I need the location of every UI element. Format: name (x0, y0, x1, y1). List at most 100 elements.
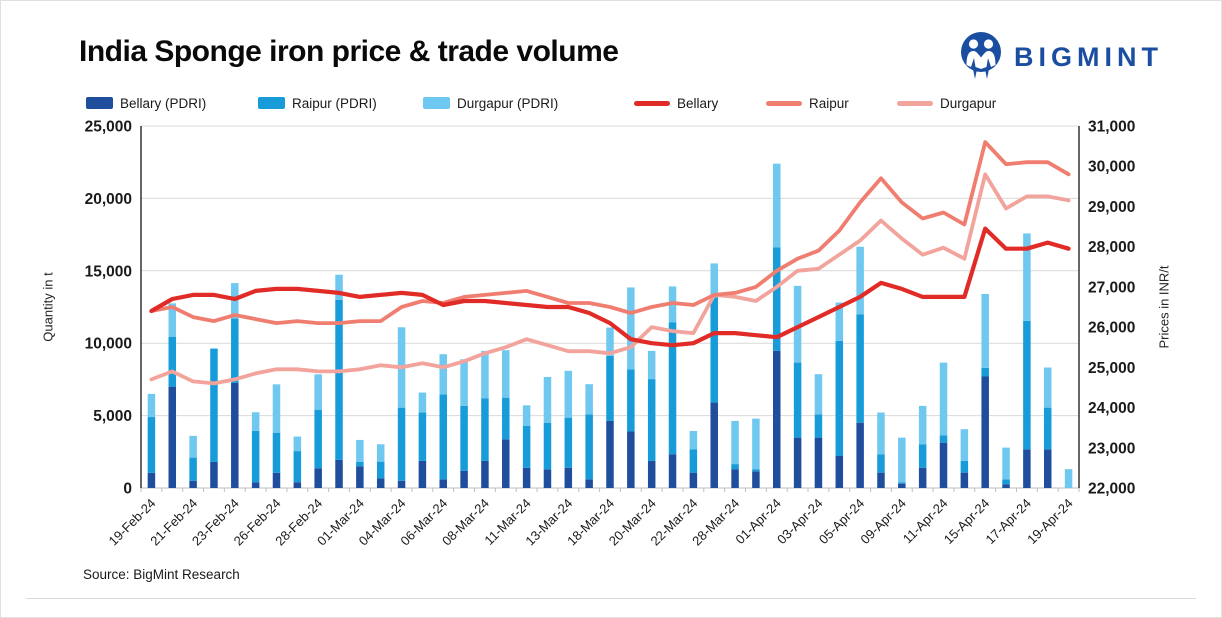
bar-segment-bellary-pdri- (960, 472, 969, 488)
legend-label: Raipur (PDRI) (292, 95, 377, 111)
bar-segment-raipur-pdri- (231, 318, 239, 384)
x-axis-label: 19-Apr-24 (1024, 496, 1075, 547)
bar-segment-bellary-pdri- (376, 478, 385, 488)
bar-segment-raipur-pdri- (898, 482, 906, 484)
chart-title: India Sponge iron price & trade volume (79, 35, 619, 68)
bar-segment-durgapur-pdri- (793, 285, 802, 363)
footer-divider (26, 598, 1196, 599)
legend-swatch (897, 100, 933, 106)
bar-segment-bellary-pdri- (502, 439, 510, 488)
chart-legend: Bellary (PDRI) Raipur (PDRI) Durgapur (PDR… (1, 91, 1221, 115)
bar-segment-raipur-pdri- (502, 397, 510, 440)
bar-segment-durgapur-pdri- (481, 350, 489, 399)
bar-segment-raipur-pdri- (439, 394, 447, 480)
bar-segment-bellary-pdri- (793, 437, 802, 488)
bar-segment-durgapur-pdri- (564, 370, 573, 418)
legend-item-durgapur-pdri-: Durgapur (PDRI) (423, 91, 558, 115)
bar-segment-bellary-pdri- (647, 460, 656, 488)
bar-segment-raipur-pdri- (564, 417, 573, 468)
legend-swatch (423, 97, 450, 109)
legend-swatch (86, 97, 113, 109)
bar-segment-raipur-pdri- (356, 461, 364, 467)
bar-segment-bellary-pdri- (439, 479, 447, 488)
bar-segment-bellary-pdri- (710, 402, 718, 488)
bar-segment-raipur-pdri- (710, 297, 718, 403)
bar-segment-bellary-pdri- (397, 480, 406, 488)
bar-segment-bellary-pdri- (543, 469, 552, 488)
left-axis-tick-label: 25,000 (85, 119, 132, 136)
bar-segment-durgapur-pdri- (210, 348, 218, 349)
bar-segment-bellary-pdri- (585, 479, 593, 488)
legend-label: Raipur (809, 95, 849, 111)
bar-segment-bellary-pdri- (668, 454, 677, 488)
price-line-raipur (149, 140, 1071, 326)
bigmint-logo-icon (961, 32, 1001, 79)
right-axis-tick-label: 23,000 (1088, 440, 1135, 457)
bar-segment-raipur-pdri- (1023, 320, 1031, 450)
left-axis-tick-label: 5,000 (93, 408, 132, 425)
bar-segment-raipur-pdri- (314, 409, 322, 469)
bar-segment-bellary-pdri- (898, 483, 906, 488)
bar-segment-raipur-pdri- (335, 299, 343, 460)
bar-segment-durgapur-pdri- (439, 354, 447, 395)
right-axis-tick-label: 24,000 (1088, 400, 1135, 417)
right-axis-tick-label: 29,000 (1088, 199, 1135, 216)
bar-segment-raipur-pdri- (668, 322, 677, 455)
legend-label: Durgapur (PDRI) (457, 95, 559, 111)
bar-segment-raipur-pdri- (752, 469, 760, 472)
bar-segment-raipur-pdri- (147, 417, 156, 473)
bar-segment-bellary-pdri- (272, 472, 281, 488)
left-axis-tick-label: 10,000 (85, 336, 132, 353)
legend-label: Bellary (677, 95, 719, 111)
bar-segment-durgapur-pdri- (752, 418, 760, 470)
bar-segment-durgapur-pdri- (835, 302, 844, 341)
bar-segment-raipur-pdri- (585, 414, 593, 480)
bar-segment-durgapur-pdri- (710, 263, 718, 298)
bar-segment-raipur-pdri- (1002, 479, 1010, 485)
source-note: Source: BigMint Research (83, 567, 240, 582)
bar-segment-raipur-pdri- (168, 336, 177, 387)
bar-segment-raipur-pdri- (918, 444, 927, 468)
bar-segment-bellary-pdri- (356, 466, 364, 488)
bar-segment-durgapur-pdri- (1043, 367, 1052, 408)
bar-segment-durgapur-pdri- (1023, 233, 1031, 321)
bar-segment-durgapur-pdri- (1064, 469, 1073, 488)
right-axis-tick-label: 22,000 (1088, 481, 1135, 498)
bigmint-logo-text: BIGMINT (1014, 41, 1163, 72)
bar-segment-durgapur-pdri- (606, 327, 614, 356)
bar-segment-durgapur-pdri- (981, 293, 989, 368)
bar-segment-bellary-pdri- (418, 460, 427, 488)
bar-segment-bellary-pdri- (1023, 449, 1031, 488)
bar-segment-bellary-pdri- (147, 472, 156, 488)
bar-segment-bellary-pdri- (168, 386, 177, 488)
legend-item-bellary-pdri-: Bellary (PDRI) (86, 91, 206, 115)
bar-segment-bellary-pdri- (189, 480, 197, 488)
bar-segment-bellary-pdri- (689, 472, 698, 488)
bar-segment-raipur-pdri- (647, 379, 656, 461)
legend-swatch (634, 100, 670, 106)
bar-segment-bellary-pdri- (314, 468, 322, 488)
bar-segment-raipur-pdri- (731, 464, 739, 470)
bar-segment-durgapur-pdri- (814, 374, 823, 415)
bar-segment-raipur-pdri- (877, 454, 885, 473)
bar-segment-raipur-pdri- (627, 369, 635, 432)
bar-segment-durgapur-pdri- (773, 163, 781, 248)
bar-segment-durgapur-pdri- (877, 412, 885, 455)
bar-segment-bellary-pdri- (231, 383, 239, 488)
bar-segment-raipur-pdri- (460, 405, 468, 471)
bar-segment-bellary-pdri- (918, 467, 927, 488)
bar-segment-bellary-pdri- (210, 461, 218, 488)
right-axis-tick-label: 26,000 (1088, 320, 1135, 337)
bar-segment-durgapur-pdri- (460, 359, 468, 406)
left-axis-tick-label: 15,000 (85, 263, 132, 280)
bar-segment-raipur-pdri- (606, 355, 614, 421)
left-axis-tick-label: 0 (123, 481, 132, 498)
bar-segment-bellary-pdri- (251, 482, 260, 488)
bar-segment-durgapur-pdri- (918, 405, 927, 445)
bar-segment-durgapur-pdri- (251, 412, 260, 431)
bar-segment-durgapur-pdri- (293, 436, 302, 452)
bar-segment-durgapur-pdri- (314, 374, 322, 410)
legend-label: Durgapur (940, 95, 997, 111)
bar-segment-bellary-pdri- (293, 482, 302, 488)
